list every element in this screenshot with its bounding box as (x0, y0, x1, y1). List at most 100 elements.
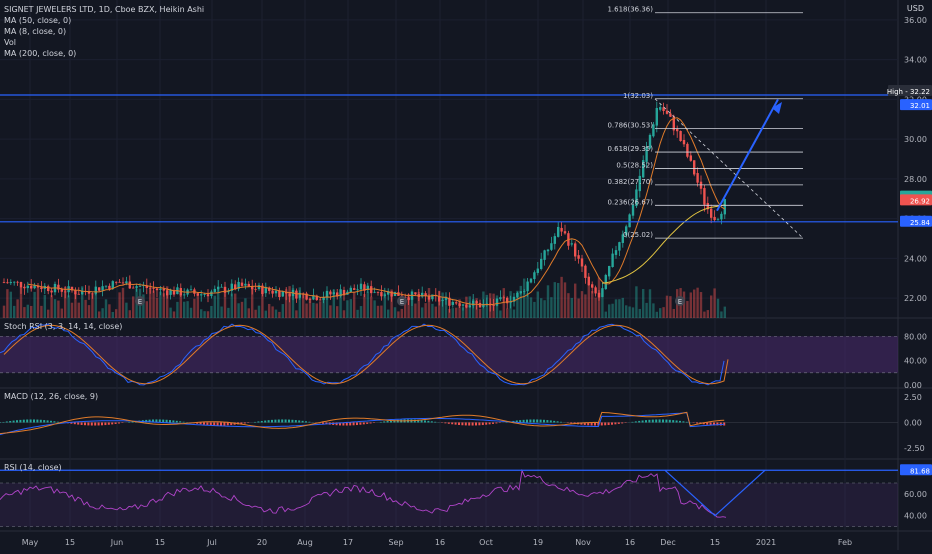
volume-bar (146, 301, 148, 318)
volume-bar (61, 309, 63, 318)
volume-bar (615, 299, 617, 318)
candle-body (462, 304, 464, 305)
candle-body (717, 219, 719, 220)
stoch-rsi-label[interactable]: Stoch RSI (3, 3, 14, 14, close) (4, 322, 122, 331)
macd-histogram-bar (6, 421, 8, 422)
symbol-title[interactable]: SIGNET JEWELERS LTD, 1D, Cboe BZX, Heiki… (4, 4, 204, 15)
macd-histogram-bar (288, 420, 290, 423)
price-label: 25.84 (910, 219, 931, 227)
volume-bar (152, 290, 154, 318)
candle-body (503, 297, 505, 298)
volume-bar (367, 291, 369, 318)
volume-bar (632, 307, 634, 318)
volume-bar (125, 303, 127, 318)
volume-bar (197, 293, 199, 318)
macd-histogram-bar (285, 419, 287, 422)
indicator-ma50[interactable]: MA (50, close, 0) (4, 15, 204, 26)
macd-histogram-bar (281, 419, 283, 422)
volume-bar (540, 298, 542, 318)
macd-histogram-bar (455, 422, 457, 424)
earnings-marker-label: E (138, 298, 142, 306)
volume-bar (622, 298, 624, 318)
volume-bar (628, 306, 630, 318)
macd-histogram-bar (468, 422, 470, 425)
volume-bar (169, 308, 171, 318)
candle-body (530, 279, 532, 283)
macd-y-tick: 2.50 (904, 393, 922, 402)
x-tick-label: 17 (343, 538, 353, 547)
candle-body (166, 290, 168, 295)
macd-histogram-bar (179, 421, 181, 422)
volume-bar (707, 310, 709, 318)
macd-histogram-bar (601, 422, 603, 425)
candle-body (156, 288, 158, 290)
macd-histogram-bar (206, 422, 208, 424)
volume-bar (336, 306, 338, 318)
macd-histogram-bar (451, 422, 453, 424)
macd-histogram-bar (295, 420, 297, 422)
volume-bar (105, 299, 107, 318)
candle-body (149, 288, 151, 289)
indicator-vol[interactable]: Vol (4, 37, 204, 48)
volume-bar (132, 296, 134, 318)
volume-bar (526, 293, 528, 318)
volume-bar (3, 306, 5, 318)
macd-histogram-bar (621, 422, 623, 423)
candle-body (441, 300, 443, 301)
candle-body (380, 292, 382, 296)
volume-bar (50, 295, 52, 318)
x-tick-label: May (22, 538, 39, 547)
stoch-y-tick: 40.00 (904, 357, 927, 366)
volume-bar (343, 310, 345, 318)
rsi-label[interactable]: RSI (14, close) (4, 463, 62, 472)
macd-histogram-bar (431, 421, 433, 422)
candle-body (50, 291, 52, 293)
price-label: 32.01 (910, 102, 930, 110)
y-tick-label: 34.00 (904, 56, 927, 65)
macd-histogram-bar (23, 420, 25, 423)
volume-bar (159, 292, 161, 318)
macd-histogram-bar (217, 422, 219, 425)
macd-histogram-bar (254, 422, 256, 423)
macd-histogram-bar (363, 422, 365, 424)
volume-bar (401, 309, 403, 318)
macd-histogram-bar (424, 420, 426, 422)
candles-layer (3, 102, 726, 318)
x-tick-label: 20 (257, 538, 267, 547)
volume-bar (611, 304, 613, 318)
indicator-ma200[interactable]: MA (200, close, 0) (4, 48, 204, 59)
macd-label[interactable]: MACD (12, 26, close, 9) (4, 392, 98, 401)
macd-histogram-bar (560, 422, 562, 423)
macd-histogram-bar (203, 422, 205, 424)
macd-histogram-bar (570, 422, 572, 423)
volume-bar (231, 294, 233, 318)
earnings-marker-label: E (678, 298, 682, 306)
volume-bar (397, 311, 399, 318)
candle-body (295, 291, 297, 299)
candle-body (537, 269, 539, 273)
indicator-ma8[interactable]: MA (8, close, 0) (4, 26, 204, 37)
volume-bar (122, 288, 124, 318)
candle-body (632, 205, 634, 216)
volume-bar (108, 304, 110, 318)
volume-bar (248, 308, 250, 318)
volume-bar (98, 311, 100, 318)
candle-body (584, 266, 586, 278)
volume-bar (567, 293, 569, 318)
y-tick-label: 28.00 (904, 175, 927, 184)
candle-body (360, 284, 362, 290)
candle-body (207, 294, 209, 296)
macd-histogram-bar (227, 422, 229, 425)
candle-body (601, 288, 603, 297)
macd-histogram-bar (166, 420, 168, 423)
candle-body (129, 282, 131, 289)
candle-body (581, 258, 583, 266)
volume-bar (428, 288, 430, 318)
macd-histogram-bar (679, 421, 681, 423)
candle-body (139, 286, 141, 287)
x-tick-label: 15 (155, 538, 165, 547)
candle-body (516, 293, 518, 297)
volume-bar (234, 294, 236, 318)
